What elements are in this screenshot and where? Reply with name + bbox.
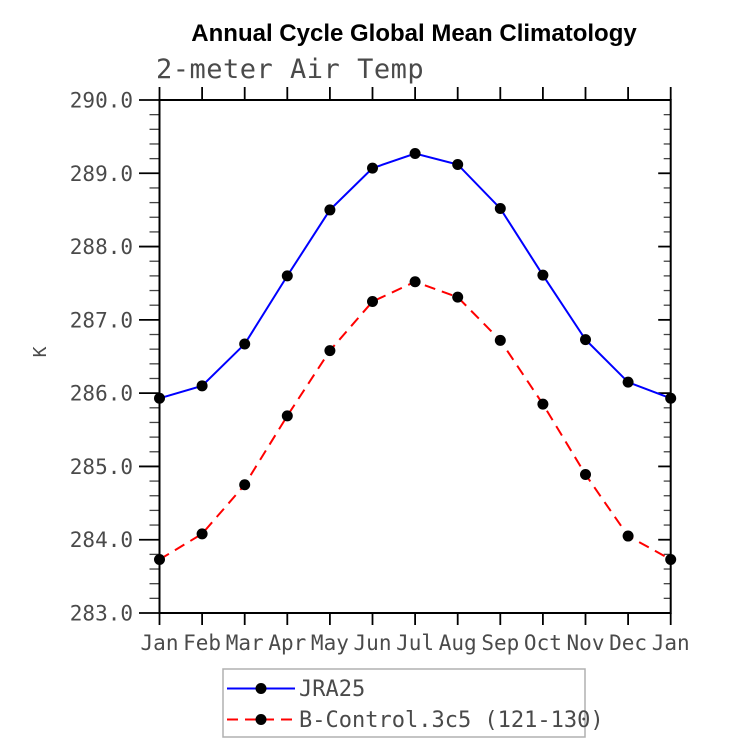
x-tick-label: Jun	[354, 631, 392, 655]
data-point	[196, 528, 208, 540]
data-point	[367, 162, 378, 174]
y-tick-label: 283.0	[70, 602, 133, 626]
x-tick-label: Apr	[268, 631, 306, 655]
data-point	[281, 270, 293, 282]
x-tick-label: Sep	[481, 631, 519, 655]
data-point	[196, 380, 208, 392]
x-tick-label: Feb	[183, 631, 221, 655]
data-point	[281, 410, 293, 422]
legend-box	[222, 668, 586, 738]
data-point	[494, 202, 506, 214]
x-tick-label: Jul	[396, 631, 434, 655]
data-point	[494, 334, 506, 346]
y-tick-label: 290.0	[70, 89, 133, 113]
data-point	[239, 338, 251, 350]
data-point	[409, 276, 421, 288]
data-point	[409, 147, 421, 159]
data-point	[154, 392, 165, 404]
data-point	[239, 479, 251, 491]
data-point	[452, 158, 464, 170]
y-tick-label: 284.0	[70, 528, 133, 552]
series-line-1	[158, 280, 672, 561]
data-point	[367, 296, 378, 308]
y-tick-label: 289.0	[70, 162, 133, 186]
data-point	[665, 554, 677, 566]
x-tick-label: Oct	[524, 631, 562, 655]
data-point	[622, 376, 634, 388]
data-point	[324, 345, 336, 357]
tick-labels: 283.0 284.0 285.0 286.0 287.0 288.0 289.0 290.0…	[70, 89, 690, 656]
legend-label: JRA25	[299, 677, 365, 702]
legend-marker	[255, 714, 267, 725]
y-tick-label: 287.0	[70, 308, 133, 332]
data-point	[452, 291, 464, 303]
data-series	[154, 147, 677, 566]
data-point	[537, 269, 549, 281]
data-point	[665, 392, 677, 404]
y-tick-label: 286.0	[70, 382, 133, 406]
y-tick-label: 285.0	[70, 455, 133, 479]
x-tick-label: Nov	[567, 631, 605, 655]
data-point	[580, 468, 591, 480]
chart-title: Annual Cycle Global Mean Climatology	[191, 20, 637, 47]
series-line-0	[159, 152, 672, 400]
plot-frame	[158, 99, 672, 614]
data-point	[580, 334, 591, 346]
legend-marker	[255, 683, 267, 694]
x-tick-label: Aug	[439, 631, 477, 655]
y-axis-title: K	[30, 346, 51, 357]
y-tick-label: 288.0	[70, 235, 133, 259]
plot-border	[158, 99, 672, 614]
chart-legend: JRA25 B-Control.3c5 (121-130)	[222, 668, 604, 738]
data-point	[622, 530, 634, 542]
legend-label: B-Control.3c5 (121-130)	[299, 708, 604, 733]
x-tick-label: Jan	[652, 631, 690, 655]
x-tick-label: May	[311, 631, 349, 655]
chart-subtitle: 2-meter Air Temp	[156, 54, 424, 85]
data-point	[154, 554, 165, 566]
axis-ticks	[139, 87, 672, 625]
data-point	[324, 204, 336, 216]
x-tick-label: Dec	[609, 631, 647, 655]
x-tick-label: Jan	[141, 631, 179, 655]
data-point	[537, 398, 549, 410]
x-tick-label: Mar	[226, 631, 264, 655]
